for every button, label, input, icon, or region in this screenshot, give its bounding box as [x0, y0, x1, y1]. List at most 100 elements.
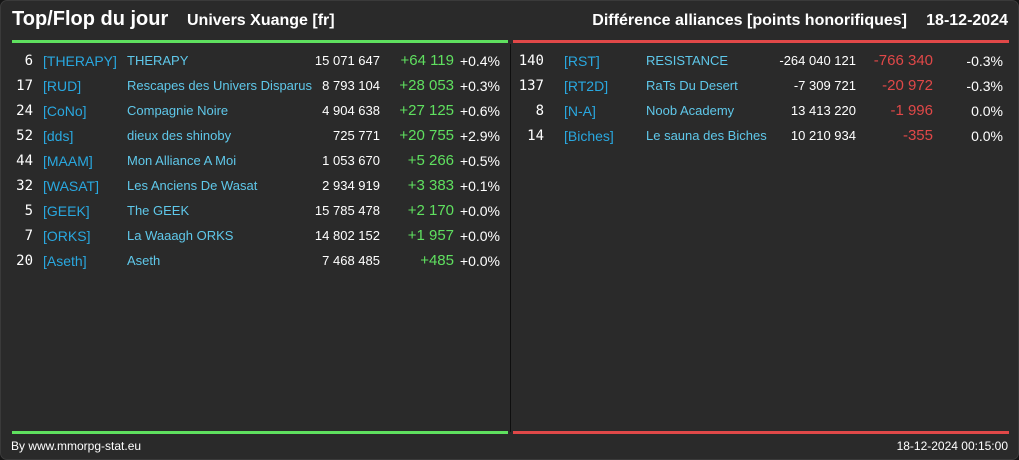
top-gainers-list: 6 [THERAPY] THERAPY 15 071 647 +64 119 +0.4% 1… — [1, 48, 510, 428]
alliance-points: 725 771 — [333, 128, 380, 143]
alliance-points: 1 053 670 — [322, 153, 380, 168]
percent-change: +0.0% — [459, 253, 500, 269]
points-difference: -355 — [902, 127, 933, 144]
alliance-tag[interactable]: [CoNo] — [43, 103, 87, 119]
percent-change: -0.3% — [966, 78, 1003, 94]
alliance-row: 32 [WASAT] Les Anciens De Wasat 2 934 919 +3… — [1, 173, 510, 198]
points-difference: +485 — [420, 252, 454, 269]
alliance-row: 8 [N-A] Noob Academy 13 413 220 -1 996 0.0% — [511, 98, 1018, 123]
alliance-points: 15 071 647 — [314, 53, 380, 68]
points-difference: +27 125 — [399, 102, 454, 119]
alliance-name[interactable]: Aseth — [127, 253, 161, 268]
alliance-row: 137 [RT2D] RaTs Du Desert -7 309 721 -20 972… — [511, 73, 1018, 98]
alliance-row: 52 [dds] dieux des shinoby 725 771 +20 755 +2… — [1, 123, 510, 148]
alliance-row: 14 [Biches] Le sauna des Biches 10 210 934 -… — [511, 123, 1018, 148]
alliance-rank: 44 — [16, 153, 33, 169]
site-credit: By www.mmorpg-stat.eu — [11, 439, 142, 453]
alliance-rank: 17 — [16, 78, 33, 94]
points-difference: +1 957 — [407, 227, 454, 244]
alliance-points: 14 802 152 — [314, 228, 380, 243]
alliance-row: 20 [Aseth] Aseth 7 468 485 +485 +0.0% — [1, 248, 510, 273]
alliance-tag[interactable]: [Aseth] — [43, 253, 87, 269]
update-timestamp: 18-12-2024 00:15:00 — [896, 439, 1008, 453]
percent-change: +2.9% — [459, 128, 500, 144]
alliance-rank: 32 — [16, 178, 33, 194]
points-difference: +5 266 — [407, 152, 454, 169]
alliance-points: 4 904 638 — [322, 103, 380, 118]
alliance-points: 15 785 478 — [314, 203, 380, 218]
alliance-rank: 7 — [24, 228, 33, 244]
header: Top/Flop du jour Univers Xuange [fr] Dif… — [1, 1, 1018, 41]
alliance-rank: 137 — [518, 78, 544, 94]
alliance-tag[interactable]: [dds] — [43, 128, 74, 144]
alliance-row: 44 [MAAM] Mon Alliance A Moi 1 053 670 +5 26… — [1, 148, 510, 173]
alliance-points: 7 468 485 — [322, 253, 380, 268]
percent-change: +0.4% — [459, 53, 500, 69]
percent-change: +0.0% — [459, 203, 500, 219]
alliance-tag[interactable]: [RT2D] — [564, 78, 609, 94]
alliance-rank: 52 — [16, 128, 33, 144]
alliance-tag[interactable]: [RST] — [564, 53, 600, 69]
alliance-name[interactable]: RaTs Du Desert — [646, 78, 738, 93]
flop-bar-top — [513, 40, 1009, 43]
alliance-name[interactable]: RESISTANCE — [646, 53, 729, 68]
alliance-rank: 20 — [16, 253, 33, 269]
alliance-name[interactable]: THERAPY — [127, 53, 189, 68]
alliance-name[interactable]: La Waaagh ORKS — [127, 228, 234, 243]
points-difference: +3 383 — [407, 177, 454, 194]
alliance-name[interactable]: dieux des shinoby — [127, 128, 232, 143]
points-difference: +2 170 — [407, 202, 454, 219]
alliance-row: 24 [CoNo] Compagnie Noire 4 904 638 +27 125 +… — [1, 98, 510, 123]
top-bar-top — [12, 40, 508, 43]
percent-change: 0.0% — [971, 128, 1003, 144]
server-name: Univers Xuange [fr] — [187, 12, 335, 29]
alliance-name[interactable]: Rescapes des Univers Disparus — [127, 78, 312, 93]
alliance-tag[interactable]: [N-A] — [564, 103, 596, 119]
percent-change: +0.5% — [459, 153, 500, 169]
alliance-row: 5 [GEEK] The GEEK 15 785 478 +2 170 +0.0% — [1, 198, 510, 223]
percent-change: 0.0% — [971, 103, 1003, 119]
points-difference: -20 972 — [882, 77, 933, 94]
alliance-points: 2 934 919 — [322, 178, 380, 193]
alliance-points: 13 413 220 — [790, 103, 856, 118]
percent-change: +0.3% — [459, 78, 500, 94]
alliance-rank: 24 — [16, 103, 33, 119]
points-difference: -766 340 — [873, 52, 933, 69]
alliance-name[interactable]: Le sauna des Biches — [646, 128, 767, 143]
top-bar-bottom — [12, 431, 508, 434]
alliance-row: 6 [THERAPY] THERAPY 15 071 647 +64 119 +0.4% — [1, 48, 510, 73]
alliance-tag[interactable]: [RUD] — [43, 78, 82, 94]
percent-change: -0.3% — [966, 53, 1003, 69]
percent-change: +0.6% — [459, 103, 500, 119]
flop-bar-bottom — [513, 431, 1009, 434]
header-date: 18-12-2024 — [926, 12, 1008, 29]
alliance-tag[interactable]: [WASAT] — [43, 178, 99, 194]
alliance-rank: 6 — [24, 53, 33, 69]
percent-change: +0.1% — [459, 178, 500, 194]
alliance-tag[interactable]: [MAAM] — [43, 153, 93, 169]
alliance-tag[interactable]: [ORKS] — [43, 228, 91, 244]
points-difference: -1 996 — [890, 102, 933, 119]
alliance-points: -264 040 121 — [779, 53, 856, 68]
alliance-name[interactable]: The GEEK — [127, 203, 190, 218]
alliance-rank: 140 — [518, 53, 544, 69]
alliance-name[interactable]: Noob Academy — [646, 103, 735, 118]
alliance-tag[interactable]: [Biches] — [564, 128, 614, 144]
alliance-rank: 8 — [535, 103, 544, 119]
page-title: Top/Flop du jour — [12, 8, 169, 30]
percent-change: +0.0% — [459, 228, 500, 244]
ranking-type-title: Différence alliances [points honorifique… — [592, 12, 907, 29]
alliance-points: 8 793 104 — [322, 78, 380, 93]
alliance-points: -7 309 721 — [793, 78, 856, 93]
alliance-name[interactable]: Les Anciens De Wasat — [127, 178, 258, 193]
top-losers-list: 140 [RST] RESISTANCE -264 040 121 -766 340 -0… — [511, 48, 1018, 428]
alliance-row: 17 [RUD] Rescapes des Univers Disparus 8 79… — [1, 73, 510, 98]
alliance-tag[interactable]: [THERAPY] — [43, 53, 117, 69]
column-divider — [510, 44, 511, 432]
alliance-name[interactable]: Compagnie Noire — [127, 103, 229, 118]
alliance-rank: 5 — [24, 203, 33, 219]
points-difference: +20 755 — [399, 127, 454, 144]
alliance-name[interactable]: Mon Alliance A Moi — [127, 153, 237, 168]
alliance-tag[interactable]: [GEEK] — [43, 203, 90, 219]
